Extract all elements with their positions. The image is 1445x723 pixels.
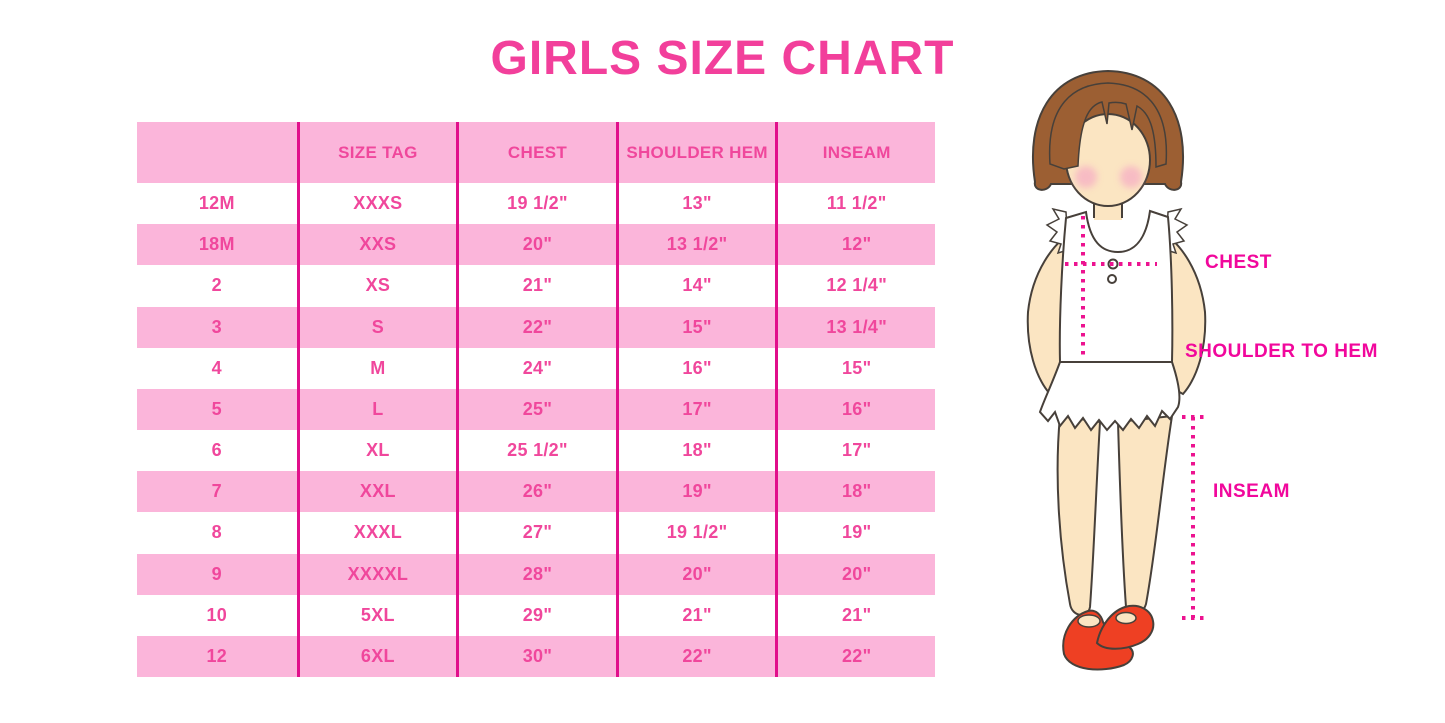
value-cell: 29" [456,594,616,636]
value-cell: 30" [456,635,616,678]
girl-cheeks [1075,166,1142,188]
value-cell: 19 1/2" [615,512,776,554]
size-cell: 6 [211,440,222,461]
value-cell: XS [296,265,457,307]
table-row: 10 5XL 29" 21" 21" [137,594,935,636]
value-cell: 26" [456,471,616,513]
value-cell: 22" [615,635,776,678]
value-cell: 22" [456,306,616,348]
table-row: 18M XXS 20" 13 1/2" 12" [137,224,935,266]
value-cell: 25" [456,388,616,431]
table-row: 9 XXXXL 28" 20" 20" [137,553,935,595]
value-cell: 19 1/2" [456,183,616,225]
value-cell: 13 1/4" [775,306,935,348]
table-row: 6 XL 25 1/2" 18" 17" [137,430,935,472]
value-cell: 21" [615,594,776,636]
size-cell: 8 [211,522,222,543]
value-cell: 21" [456,265,616,307]
table-row: 12 6XL 30" 22" 22" [137,635,935,678]
value-cell: 27" [456,512,616,554]
table-row: 8 XXXL 27" 19 1/2" 19" [137,512,935,554]
value-cell: M [296,347,457,389]
value-cell: 24" [456,347,616,389]
girl-shoes [1062,604,1155,671]
value-cell: XXS [296,224,457,266]
girl-top [1058,209,1174,363]
size-cell: 9 [211,563,222,584]
value-cell: XXXS [296,183,457,225]
value-cell: XXXXL [296,553,457,595]
size-cell: 12 [206,645,228,666]
value-cell: 22" [775,635,935,678]
value-cell: 15" [615,306,776,348]
size-cell: 2 [211,275,222,296]
value-cell: L [296,388,457,431]
header-cell-shoulder-hem: SHOULDER HEM [615,122,776,183]
header-cell-size-tag: SIZE TAG [296,122,457,183]
value-cell: 13" [615,183,776,225]
inseam-label: INSEAM [1213,481,1290,502]
value-cell: 18" [775,471,935,513]
header-cell-inseam: INSEAM [775,122,935,183]
size-cell: 3 [211,316,222,337]
value-cell: 20" [456,224,616,266]
page-title: GIRLS SIZE CHART [490,32,955,85]
value-cell: 5XL [296,594,457,636]
value-cell: XXL [296,471,457,513]
table-header-row: SIZE TAG CHEST SHOULDER HEM INSEAM [137,122,935,183]
value-cell: 12" [775,224,935,266]
value-cell: 6XL [296,635,457,678]
value-cell: 19" [615,471,776,513]
table-row: 7 XXL 26" 19" 18" [137,471,935,513]
value-cell: 16" [775,388,935,431]
girl-illustration [1026,69,1207,671]
value-cell: XL [296,430,457,472]
value-cell: 13 1/2" [615,224,776,266]
value-cell: 18" [615,430,776,472]
value-cell: 21" [775,594,935,636]
header-cell-chest: CHEST [456,122,616,183]
size-cell: 18M [198,234,235,255]
size-cell: 10 [206,604,228,625]
value-cell: 12 1/4" [775,265,935,307]
value-cell: 14" [615,265,776,307]
value-cell: 16" [615,347,776,389]
value-cell: XXXL [296,512,457,554]
value-cell: 15" [775,347,935,389]
value-cell: 11 1/2" [775,183,935,225]
value-cell: 20" [615,553,776,595]
table-row: 5 L 25" 17" 16" [137,388,935,431]
table-row: 12M XXXS 19 1/2" 13" 11 1/2" [137,183,935,225]
value-cell: 17" [775,430,935,472]
measurement-figure [990,60,1300,680]
value-cell: 28" [456,553,616,595]
girl-legs [1056,414,1174,616]
chest-label: CHEST [1205,252,1272,273]
table-row: 3 S 22" 15" 13 1/4" [137,306,935,348]
table-row: 4 M 24" 16" 15" [137,347,935,389]
value-cell: 25 1/2" [456,430,616,472]
girl-skirt [1038,361,1181,432]
size-cell: 5 [211,398,222,419]
size-chart-table: SIZE TAG CHEST SHOULDER HEM INSEAM 12M XX… [137,122,935,678]
table-row: 2 XS 21" 14" 12 1/4" [137,265,935,307]
value-cell: 20" [775,553,935,595]
size-cell: 4 [211,357,222,378]
header-cell-size [137,122,297,183]
size-cell: 7 [211,481,222,502]
value-cell: S [296,306,457,348]
size-cell: 12M [198,193,235,214]
value-cell: 17" [615,388,776,431]
shoulder-to-hem-label: SHOULDER TO HEM [1185,341,1378,362]
girl-bangs [1048,82,1168,170]
value-cell: 19" [775,512,935,554]
